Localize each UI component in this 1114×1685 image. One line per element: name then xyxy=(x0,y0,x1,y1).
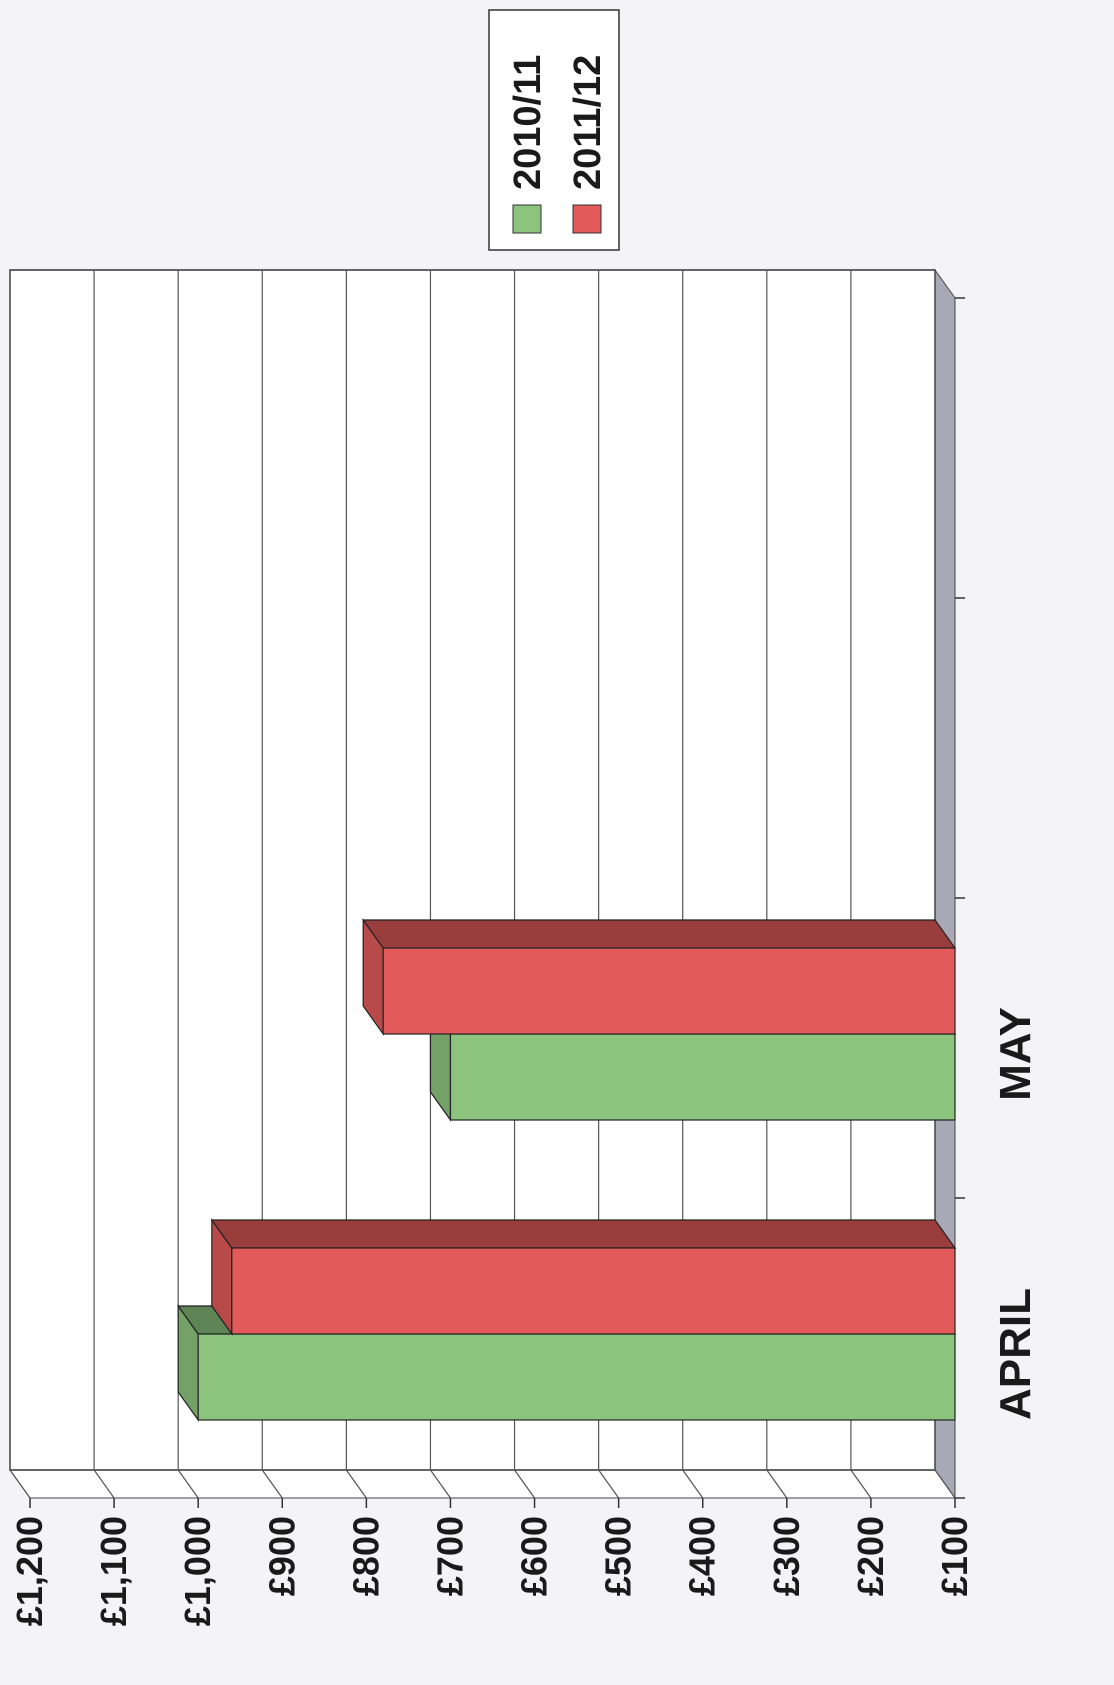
category-label: MAY xyxy=(991,1007,1040,1101)
value-tick-label: £300 xyxy=(766,1516,807,1596)
bar-side-face xyxy=(210,1219,957,1249)
legend-label: 2011/12 xyxy=(567,55,609,190)
value-tick-label: £1,200 xyxy=(9,1516,50,1626)
gridline-depth xyxy=(682,1469,704,1499)
gridline-depth xyxy=(93,1469,115,1499)
bar-front-face xyxy=(231,1247,956,1335)
legend-swatch xyxy=(572,204,602,234)
value-tick-label: £1,100 xyxy=(93,1516,134,1626)
bar xyxy=(210,1218,957,1336)
category-axis-labels: APRIL MAY xyxy=(991,1007,1040,1420)
bar-front-face xyxy=(382,947,956,1035)
gridline-depth xyxy=(261,1469,283,1499)
gridline-depth xyxy=(934,1469,956,1499)
legend: 2010/11 2011/12 xyxy=(488,9,620,251)
value-tick-label: £200 xyxy=(850,1516,891,1596)
value-tick-label: £100 xyxy=(934,1516,975,1596)
gridline-depth xyxy=(345,1469,367,1499)
axis-ticks xyxy=(29,297,965,1508)
gridline-depth xyxy=(766,1469,788,1499)
value-tick-label: £1,000 xyxy=(177,1516,218,1626)
gridline-depth xyxy=(514,1469,536,1499)
legend-swatch xyxy=(512,204,542,234)
value-tick-label: £500 xyxy=(598,1516,639,1596)
value-tick-label: £700 xyxy=(429,1516,470,1596)
value-tick-label: £400 xyxy=(682,1516,723,1596)
bar-front-face xyxy=(449,1033,956,1121)
value-tick-label: £600 xyxy=(514,1516,555,1596)
bar-side-face xyxy=(362,919,957,949)
value-axis-tick-labels: £100 £200 £300 £400 £500 £600 £700 £800 £900 £1,0… xyxy=(9,1516,975,1626)
gridline-depth xyxy=(850,1469,872,1499)
bar-front-face xyxy=(197,1333,956,1421)
axis-left-wall xyxy=(9,1469,956,1499)
gridline-depth xyxy=(598,1469,620,1499)
value-tick-label: £900 xyxy=(261,1516,302,1596)
category-label: APRIL xyxy=(991,1288,1040,1420)
bar xyxy=(362,918,957,1036)
gridline-depth xyxy=(9,1469,31,1499)
gridline-depth xyxy=(429,1469,451,1499)
legend-label: 2010/11 xyxy=(507,55,549,190)
value-tick-label: £800 xyxy=(345,1516,386,1596)
bars xyxy=(177,918,957,1422)
gridline-depth xyxy=(177,1469,199,1499)
